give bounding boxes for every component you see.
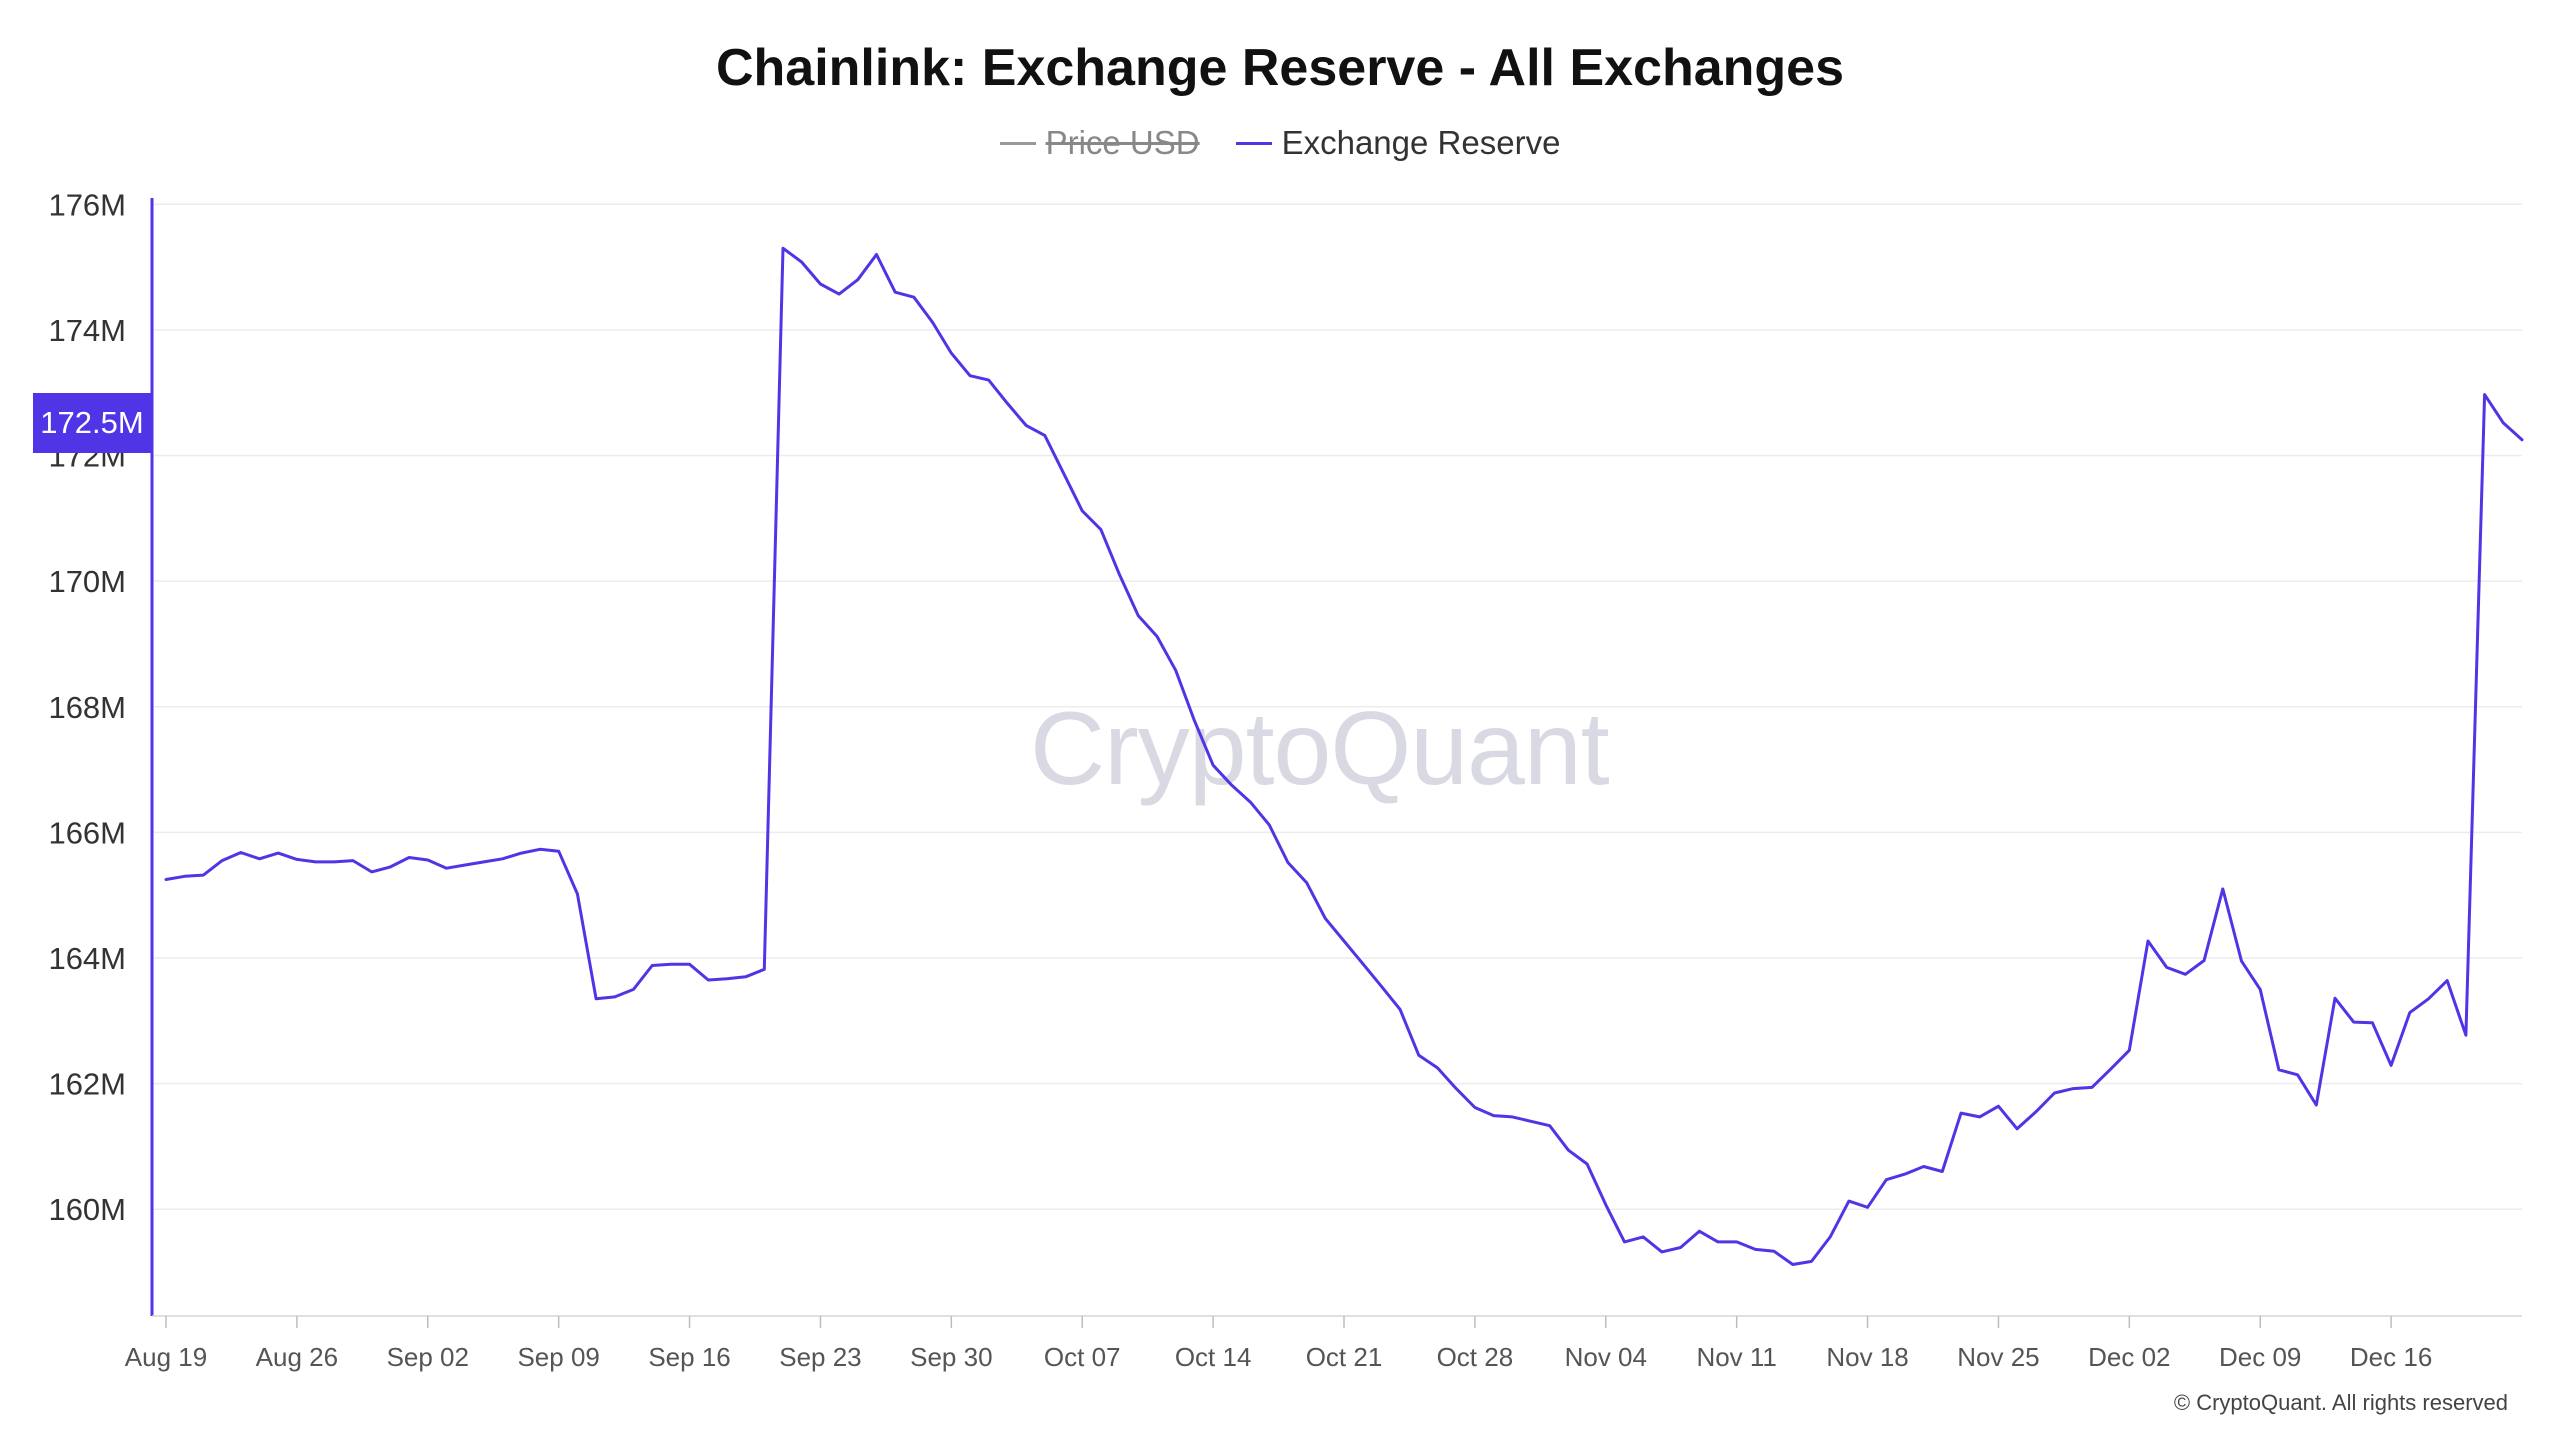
legend-swatch-price-usd bbox=[999, 141, 1036, 145]
legend: Price USD Exchange Reserve bbox=[0, 124, 2560, 162]
legend-label-price-usd: Price USD bbox=[1045, 124, 1200, 161]
x-tick-label: Sep 23 bbox=[779, 1342, 861, 1372]
y-tick-label: 176M bbox=[48, 187, 126, 222]
watermark: CryptoQuant bbox=[1030, 691, 1610, 807]
grid-lines bbox=[152, 203, 2522, 1210]
x-tick-label: Dec 09 bbox=[2219, 1342, 2301, 1372]
x-tick-label: Sep 16 bbox=[648, 1342, 730, 1372]
x-tick-label: Aug 26 bbox=[256, 1342, 338, 1372]
x-tick-labels: Aug 19 Aug 26 Sep 02 Sep 09 Sep 16 Sep 23 Sep … bbox=[125, 1342, 2433, 1372]
series-layer bbox=[164, 246, 2524, 1266]
current-value-badge: 172.5M bbox=[33, 393, 151, 453]
x-tick-label: Nov 18 bbox=[1826, 1342, 1908, 1372]
y-tick-label: 160M bbox=[48, 1192, 126, 1227]
chart-title: Chainlink: Exchange Reserve - All Exchan… bbox=[715, 39, 1845, 97]
x-tick-label: Oct 07 bbox=[1044, 1342, 1121, 1372]
y-tick-label: 170M bbox=[48, 564, 126, 599]
x-tick-label: Sep 02 bbox=[387, 1342, 469, 1372]
y-tick-label: 168M bbox=[48, 690, 126, 725]
legend-label-exchange-reserve: Exchange Reserve bbox=[1281, 124, 1561, 161]
x-tick-label: Dec 02 bbox=[2088, 1342, 2170, 1372]
x-tick-label: Dec 16 bbox=[2350, 1342, 2432, 1372]
x-tick-label: Oct 28 bbox=[1437, 1342, 1514, 1372]
legend-item-price-usd[interactable]: Price USD bbox=[999, 124, 1200, 162]
legend-swatch-exchange-reserve bbox=[1235, 141, 1272, 145]
series-line-exchange-reserve bbox=[164, 246, 2524, 1266]
x-tick-label: Nov 04 bbox=[1565, 1342, 1647, 1372]
x-tick-label: Oct 14 bbox=[1175, 1342, 1252, 1372]
x-tick-label: Oct 21 bbox=[1306, 1342, 1383, 1372]
x-tick-label: Nov 11 bbox=[1696, 1342, 1776, 1372]
copyright-text: © CryptoQuant. All rights reserved bbox=[2173, 1390, 2508, 1415]
x-tick-label: Sep 30 bbox=[910, 1342, 992, 1372]
x-tick-label: Nov 25 bbox=[1957, 1342, 2039, 1372]
y-tick-label: 174M bbox=[48, 313, 126, 348]
x-tick-label: Aug 19 bbox=[125, 1342, 207, 1372]
axes bbox=[150, 198, 2522, 1328]
x-tick-label: Sep 09 bbox=[517, 1342, 599, 1372]
y-tick-label: 164M bbox=[48, 941, 126, 976]
y-tick-label: 162M bbox=[48, 1067, 126, 1102]
legend-item-exchange-reserve[interactable]: Exchange Reserve bbox=[1235, 124, 1561, 162]
y-tick-label: 166M bbox=[48, 815, 126, 850]
